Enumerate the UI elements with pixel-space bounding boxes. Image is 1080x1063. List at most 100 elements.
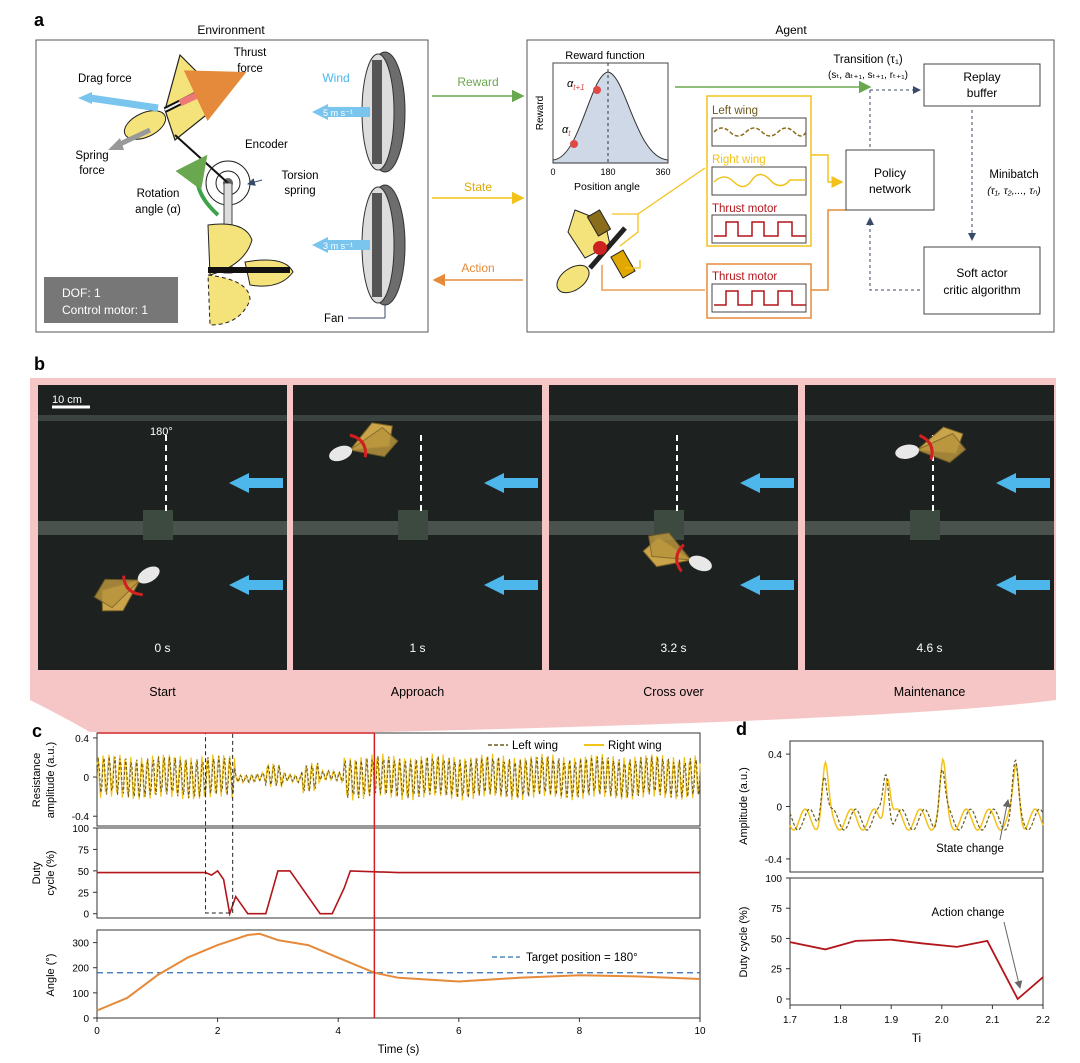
rail [293, 415, 542, 421]
minibatch-tuple: (τ₁, τ₂,..., τₙ) [987, 185, 1041, 197]
state-change-arrow [999, 799, 1011, 841]
right-wing-state-label: Right wing [712, 154, 766, 166]
thrust-motor-action-label: Thrust motor [712, 271, 777, 283]
y-tick-label: 0 [83, 773, 89, 784]
frame-time: 1 s [409, 641, 425, 655]
spring-force-label-2: force [79, 165, 105, 177]
robot-photo [93, 566, 160, 612]
alpha-t1-point [593, 86, 601, 94]
action-change-label: Action change [932, 907, 1005, 919]
panel-d-xlabel: Ti [912, 1033, 921, 1045]
thrust-motor-state-box [711, 214, 807, 244]
photo-frames: 0 s Start 1 s Approach 3.2 s Cross over 4.6 s M… [38, 385, 1054, 699]
y-tick-label: 200 [72, 964, 89, 975]
panel-d-ylabel-1: Amplitude (a.u.) [738, 767, 750, 845]
x-tick-label: 1.8 [834, 1015, 848, 1026]
x-tick-label: 4 [335, 1026, 341, 1037]
reward-curve [552, 71, 669, 164]
rail [38, 415, 287, 421]
torsion-spring-label-1: Torsion [281, 170, 318, 182]
encoder-label: Encoder [245, 139, 288, 151]
panel-c-ylabel-3: Angle (°) [45, 954, 57, 997]
panel-c-xlabel: Time (s) [378, 1044, 420, 1056]
x-tick-label: 2.1 [985, 1015, 999, 1026]
drag-force-label: Drag force [78, 73, 132, 85]
encoder-block [398, 510, 428, 540]
frame-caption: Approach [391, 685, 445, 699]
wind-arrowhead [484, 473, 504, 493]
y-tick-label: 25 [771, 965, 783, 976]
rotation-angle-label-1: Rotation [137, 188, 180, 200]
left-wing-state-label: Left wing [712, 105, 758, 117]
y-tick-label: 0.4 [75, 734, 89, 745]
dof-box [44, 277, 178, 323]
panel-c-letter: c [32, 721, 42, 741]
panel-d-letter: d [736, 719, 747, 739]
x-tick-label: 6 [456, 1026, 462, 1037]
fan-top [361, 51, 406, 173]
robot-photo [329, 422, 399, 462]
x-tick-label: 8 [577, 1026, 583, 1037]
thrust-motor-state-signal [714, 221, 806, 237]
panel-c-subplot-frame [96, 929, 701, 1019]
agent-robot-sketch [556, 167, 706, 294]
wind-arrowhead [740, 473, 760, 493]
duty-cycle-series [789, 938, 1044, 1001]
dof-label: DOF: 1 [62, 286, 101, 300]
rail [549, 415, 798, 421]
robot-drawing [78, 53, 294, 326]
panel-c-ylabel-1b: amplitude (a.u.) [45, 742, 57, 818]
reward-tick-360: 360 [655, 167, 670, 177]
spring-force-label-1: Spring [75, 150, 108, 162]
wind-arrowhead [229, 575, 249, 595]
legend-left-wing-label: Left wing [512, 740, 558, 752]
replay-buffer-box [923, 63, 1041, 107]
position-angle-label: Position angle [574, 181, 640, 193]
x-tick-label: 2.2 [1036, 1015, 1050, 1026]
policy-network-label-1: Policy [874, 166, 906, 180]
thrust-motor-state-label: Thrust motor [712, 203, 777, 215]
frame-time: 3.2 s [660, 641, 686, 655]
thrust-motor-action-signal [714, 290, 806, 306]
y-tick-label: 100 [765, 874, 782, 885]
frame-caption: Cross over [643, 685, 703, 699]
rail [805, 415, 1054, 421]
wind-arrowhead [484, 575, 504, 595]
thrust-force-label-1: Thrust [234, 47, 267, 59]
panel-c-ylabel-2a: Duty [31, 861, 43, 884]
frame-caption: Start [149, 685, 176, 699]
wind-arrowhead-bottom [312, 237, 328, 253]
fan-bottom [361, 184, 406, 306]
policy-to-action-line [811, 209, 846, 291]
transition-title: Transition (τ₁) [833, 54, 903, 66]
agent-title: Agent [775, 23, 807, 37]
left-wing-series [96, 755, 701, 799]
wind-arrowhead [740, 575, 760, 595]
alpha-t-point [570, 140, 578, 148]
wind-arrowhead-top [312, 104, 328, 120]
robot-photo [895, 426, 967, 464]
sac-label-1: Soft actor [956, 266, 1007, 280]
robot-photo [642, 532, 712, 573]
state-group-box [706, 95, 812, 247]
environment-box [35, 39, 429, 333]
wind-speed-bottom: 3 m s⁻¹ [323, 241, 353, 251]
zoom-region-box [205, 732, 234, 914]
panel-d-subplot-frame [789, 740, 1044, 873]
reward-axis-label: Reward [535, 96, 546, 130]
frame-time: 0 s [154, 641, 170, 655]
left-wing-series [789, 759, 1044, 831]
panel-d-ylabel-2: Duty cycle (%) [738, 907, 750, 978]
action-group-box [706, 263, 812, 319]
x-tick-label: 1.9 [884, 1015, 898, 1026]
control-motor-label: Control motor: 1 [62, 303, 148, 317]
reward-function-title: Reward function [565, 50, 645, 62]
y-tick-label: 25 [78, 888, 90, 899]
reward-tick-180: 180 [600, 167, 615, 177]
panel-b-letter: b [34, 354, 45, 374]
agent-box [526, 39, 1055, 333]
torsion-spring-label-2: spring [284, 185, 315, 197]
wind-arrowhead [996, 575, 1016, 595]
